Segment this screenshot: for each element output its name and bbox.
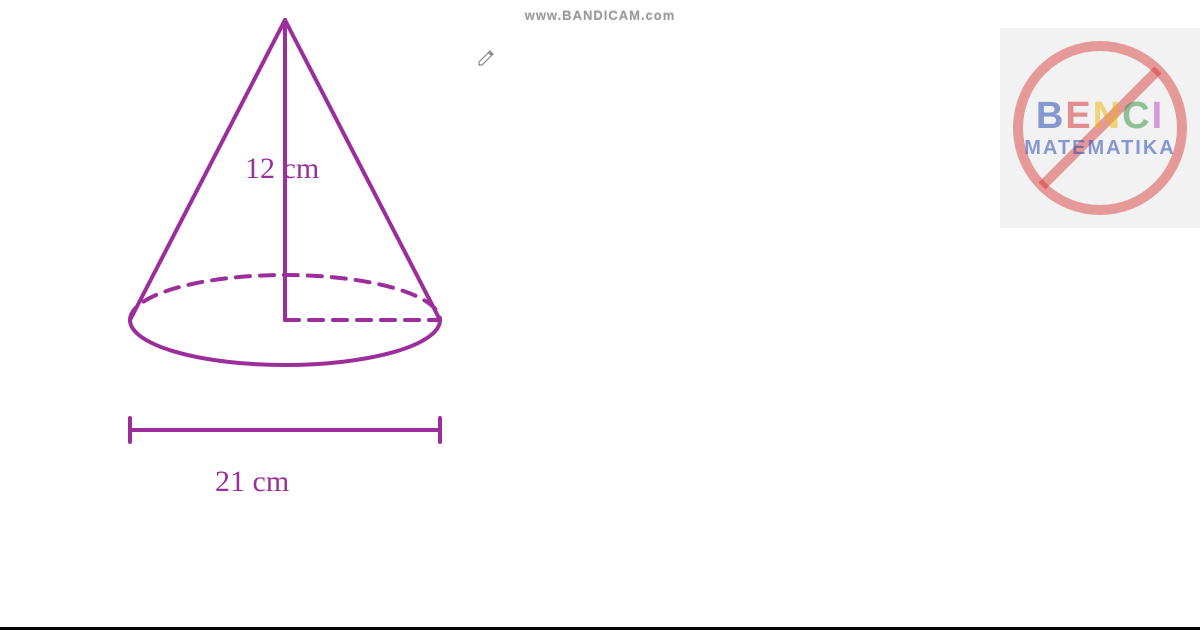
watermark-text: www.BANDICAM.com bbox=[525, 8, 676, 23]
logo-subtitle: MATEMATIKA bbox=[1024, 137, 1175, 160]
cone-diagram bbox=[60, 10, 510, 520]
diameter-label: 21 cm bbox=[215, 465, 289, 499]
logo: BENCI MATEMATIKA bbox=[1000, 28, 1200, 228]
logo-title: BENCI bbox=[1036, 97, 1164, 135]
height-label: 12 cm bbox=[245, 152, 319, 186]
